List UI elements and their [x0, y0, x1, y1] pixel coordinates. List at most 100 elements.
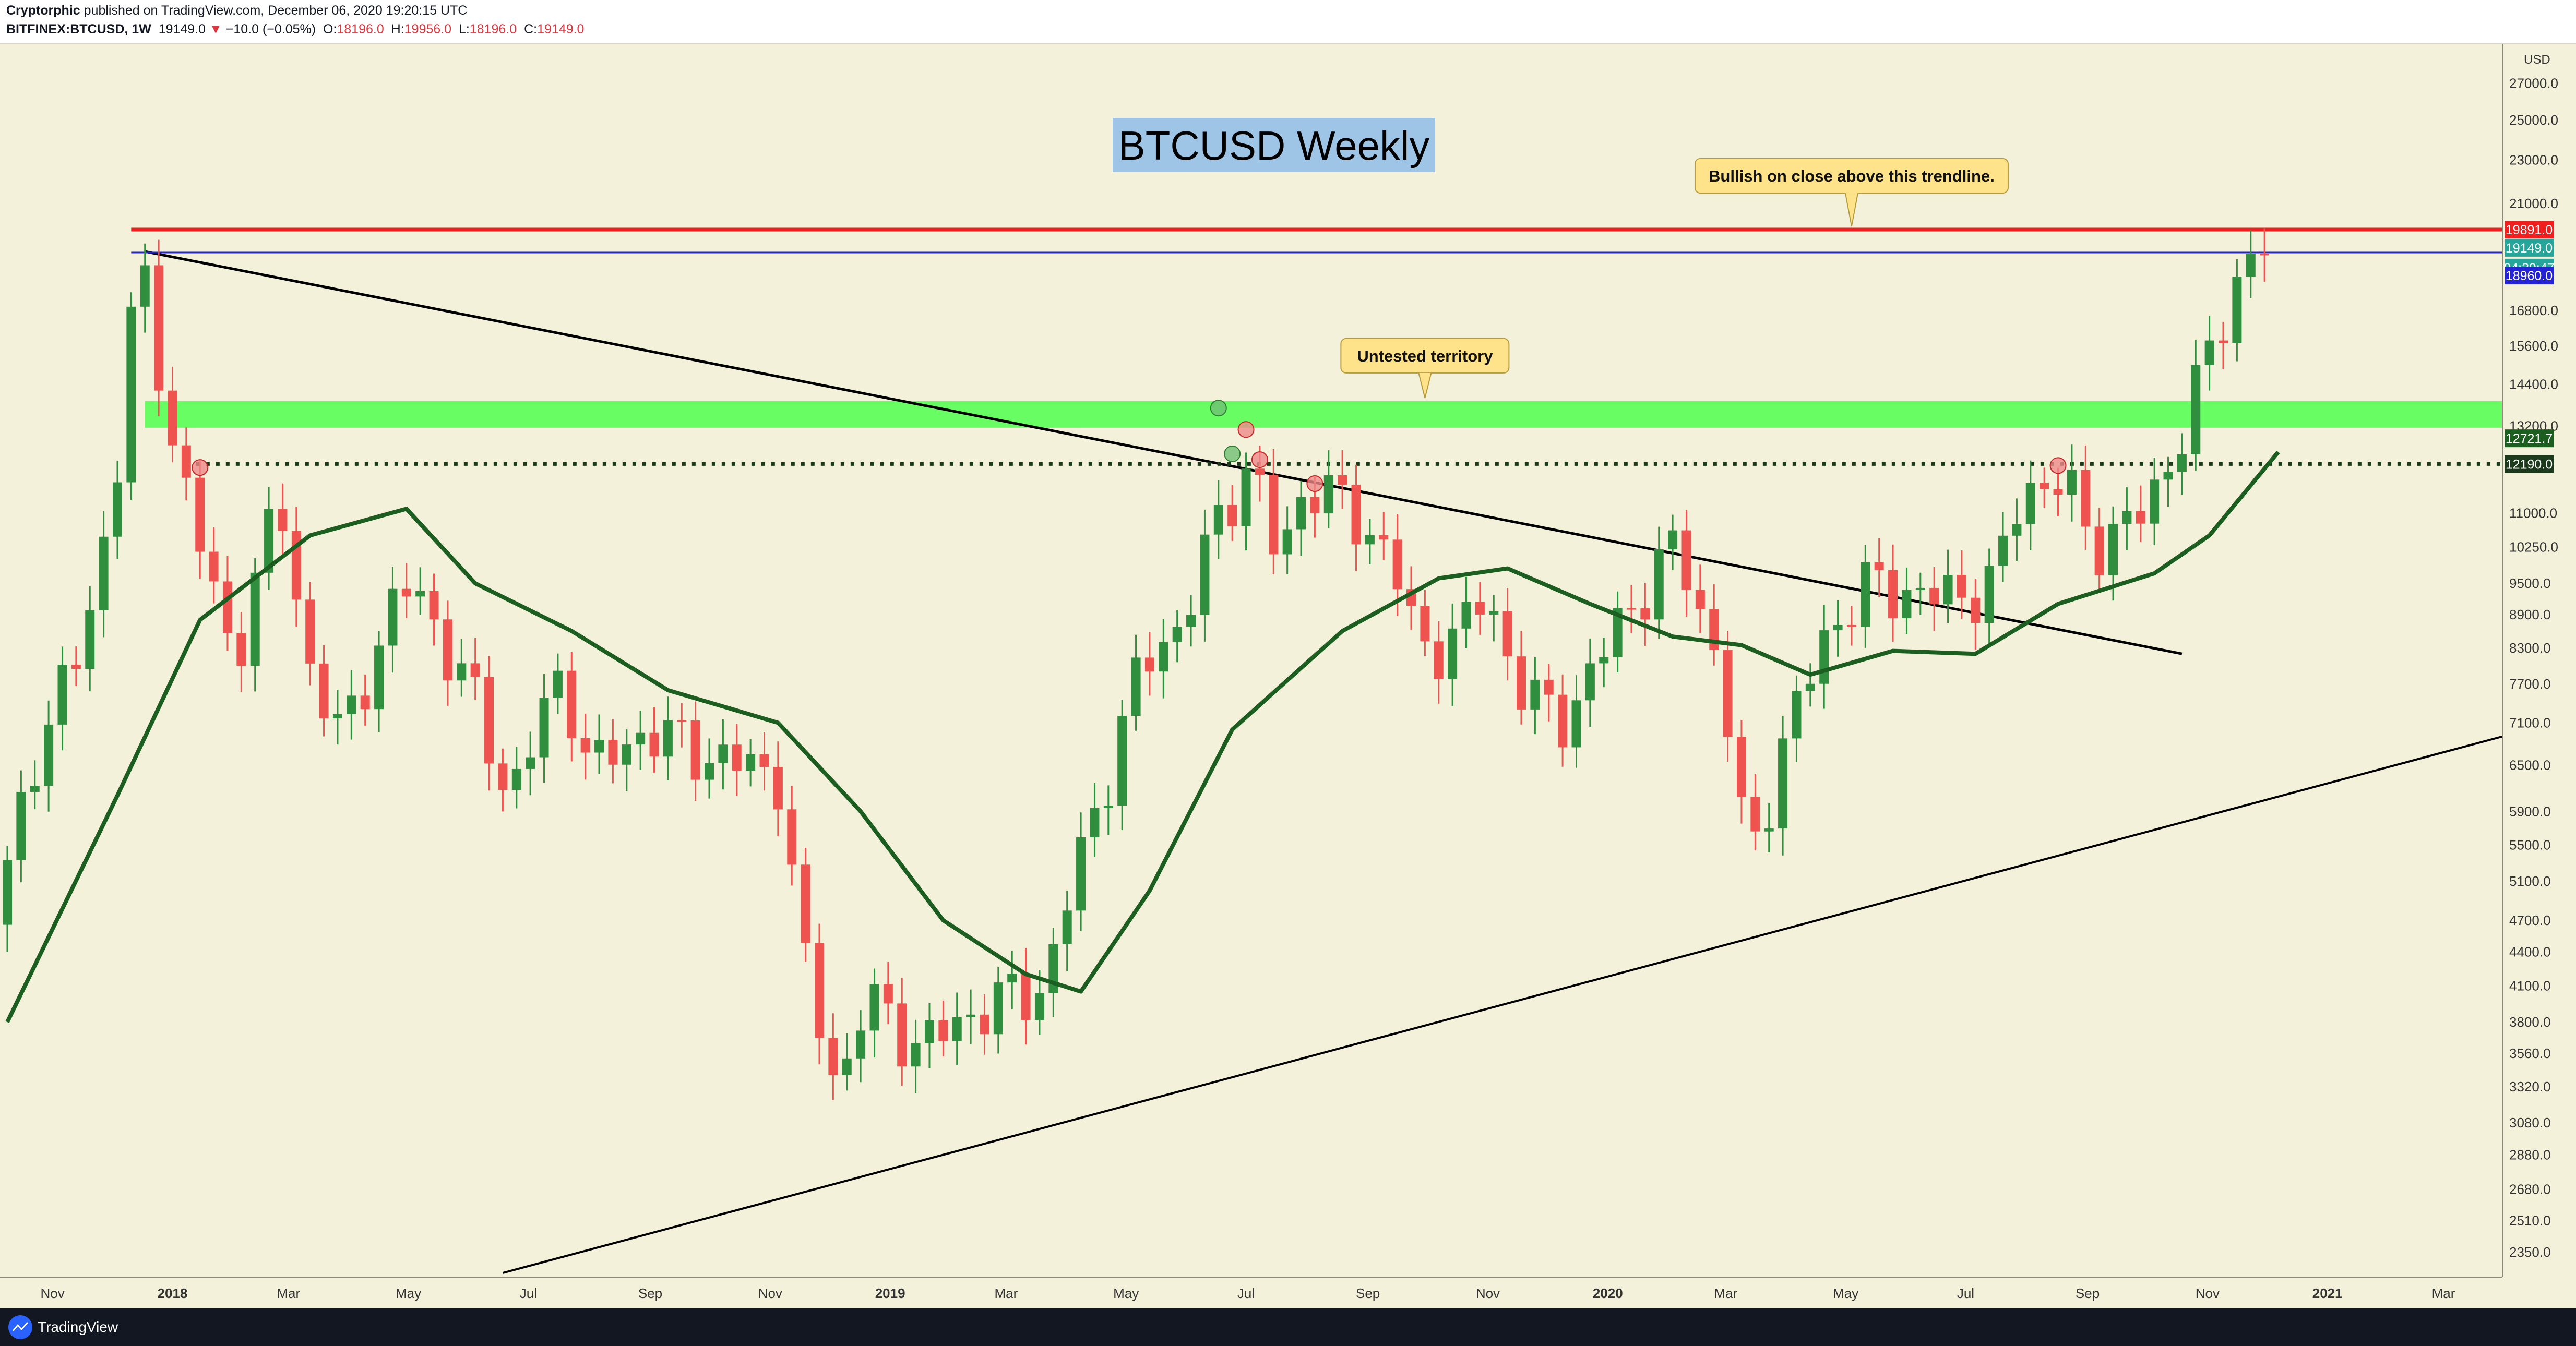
candle-body: [1723, 650, 1733, 737]
x-tick-label: 2021: [2312, 1285, 2343, 1301]
candle-body: [1117, 716, 1127, 806]
currency-label: USD: [2524, 53, 2550, 67]
candle-body: [1007, 974, 1017, 983]
close-label: C:: [524, 22, 538, 37]
y-tick-label: 15600.0: [2509, 338, 2558, 354]
candle-body: [801, 864, 810, 943]
rejection-marker: [2049, 457, 2067, 474]
candle-body: [814, 943, 824, 1038]
candle-body: [1888, 570, 1898, 618]
candle-body: [305, 599, 315, 664]
candle-body: [2012, 524, 2022, 536]
candle-body: [30, 786, 40, 792]
y-tick-label: 5100.0: [2509, 873, 2551, 889]
candle-body: [1434, 641, 1444, 679]
price-chart[interactable]: BTCUSD Weekly Bullish on close above this…: [0, 44, 2576, 1308]
tradingview-brand[interactable]: TradingView: [38, 1319, 118, 1335]
rejection-marker: [1237, 421, 1255, 438]
untested-callout-pointer: [1418, 372, 1432, 399]
candle-body: [732, 744, 742, 771]
candle-body: [567, 670, 577, 738]
author-name[interactable]: Cryptorphic: [6, 3, 80, 18]
candle-body: [85, 610, 95, 669]
y-tick-label: 8900.0: [2509, 607, 2551, 622]
candle-body: [746, 754, 756, 771]
symbol-label[interactable]: BITFINEX:BTCUSD, 1W: [6, 22, 151, 37]
candle-body: [1200, 534, 1210, 615]
candle-body: [663, 720, 673, 757]
tradingview-logo-icon[interactable]: [7, 1315, 33, 1340]
candle-body: [1255, 468, 1265, 475]
x-tick-label: 2018: [158, 1285, 188, 1301]
untested-callout-text: Untested territory: [1357, 347, 1493, 365]
candle-body: [924, 1020, 934, 1043]
x-tick-label: Nov: [1476, 1285, 1500, 1301]
published-text: published on TradingView.com, December 0…: [84, 3, 468, 18]
candle-body: [236, 633, 246, 666]
candle-body: [718, 744, 728, 763]
x-tick-label: 2020: [1593, 1285, 1623, 1301]
x-tick-label: May: [1113, 1285, 1139, 1301]
candle-body: [622, 744, 631, 765]
candle-body: [2150, 479, 2160, 524]
candle-body: [1599, 657, 1609, 664]
y-tick-label: 21000.0: [2509, 196, 2558, 211]
candle-body: [319, 663, 329, 719]
rejection-marker: [1306, 475, 1323, 492]
candle-body: [1626, 608, 1636, 610]
open-label: O:: [323, 22, 337, 37]
candle-body: [1929, 587, 1939, 605]
x-tick-label: May: [1833, 1285, 1858, 1301]
candle-body: [993, 982, 1003, 1035]
candle-body: [883, 984, 893, 1004]
candle-body: [1227, 505, 1237, 526]
candle-body: [966, 1014, 976, 1017]
candle-body: [1461, 602, 1471, 629]
candle-body: [388, 588, 398, 646]
candle-body: [1530, 679, 1540, 710]
candle-body: [2163, 472, 2173, 480]
x-tick-label: Nov: [2196, 1285, 2220, 1301]
footer-bar: TradingView: [0, 1308, 2576, 1346]
candle-body: [1695, 590, 1705, 609]
y-tick-label: 5500.0: [2509, 837, 2551, 853]
candle-body: [1323, 475, 1333, 514]
candle-body: [1571, 700, 1581, 748]
y-tick-label: 16800.0: [2509, 303, 2558, 318]
candle-body: [1213, 505, 1223, 535]
x-tick-label: Jul: [1237, 1285, 1255, 1301]
ma-value-tag: [2505, 429, 2554, 448]
candle-body: [1090, 808, 1100, 837]
candle-body: [195, 477, 205, 552]
candle-body: [2260, 254, 2270, 256]
candle-body: [443, 619, 452, 681]
candle-body: [1778, 738, 1788, 829]
candle-body: [911, 1043, 921, 1067]
candle-body: [1420, 606, 1430, 642]
candle-body: [2204, 340, 2214, 365]
high-value: 19956.0: [404, 22, 452, 37]
bullish-callout-text: Bullish on close above this trendline.: [1709, 167, 1995, 185]
candle-body: [1957, 575, 1966, 598]
candle-body: [2136, 511, 2145, 524]
ath-tag-label: 18960.0: [2506, 269, 2553, 283]
candle-body: [1034, 993, 1044, 1020]
candle-body: [209, 551, 219, 582]
candle-body: [1915, 587, 1925, 590]
candle-body: [1448, 628, 1458, 679]
ath-tag: [2505, 266, 2554, 284]
resistance-tag-label: 19891.0: [2506, 223, 2553, 237]
candle-body: [374, 645, 384, 710]
y-tick-label: 5900.0: [2509, 803, 2551, 819]
candle-body: [1159, 642, 1168, 672]
candle-body: [71, 665, 81, 669]
candle-body: [332, 714, 342, 719]
candle-body: [347, 695, 356, 714]
candle-body: [787, 809, 797, 865]
y-tick-label: 3080.0: [2509, 1115, 2551, 1131]
candle-body: [2025, 483, 2035, 524]
candle-body: [1296, 497, 1306, 530]
rejection-marker: [1251, 451, 1268, 468]
candle-body: [594, 739, 604, 753]
candle-body: [1613, 608, 1623, 657]
